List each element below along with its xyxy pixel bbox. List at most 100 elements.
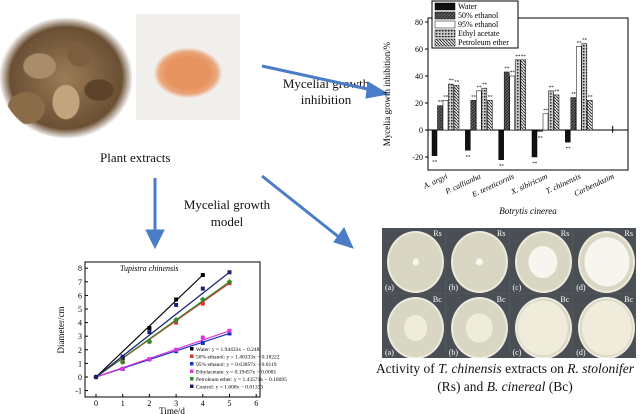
model-label: Mycelial growth model [183,197,271,229]
data-point [200,341,205,345]
x-tick-label: 2 [147,399,151,408]
bar--ethanol [570,97,577,131]
petri-dish-bc-3: Bc (d) [573,293,636,358]
x-tick-label: 0 [94,399,98,408]
fungal-colony [581,299,632,356]
series-line [95,330,230,378]
bar--ethanol [476,90,482,131]
significance-mark: ** [449,79,455,84]
dish [514,231,572,293]
pathogen-code: Bc [624,294,633,304]
caption-text: Activity of [375,361,439,376]
pathogen-code: Rs [560,229,570,238]
significance-mark: ** [438,101,444,106]
legend-label: 50% ethanol [458,11,499,20]
extract-powder-photo [136,14,240,120]
fungal-colony [476,258,483,266]
legend-entry: 50% ethanol: y = 1.40333x − 0.18222 [196,355,280,361]
petri-dish-bc-0: Bc (a) [382,293,445,358]
significance-mark: ** [504,67,510,72]
x-axis-label: Time/d [159,406,185,414]
significance-mark: ** [554,90,560,95]
legend-marker [190,384,194,388]
legend-swatch [434,29,456,38]
dish [578,296,636,358]
significance-mark: ** [549,86,555,91]
x-tick-label: 1 [121,399,125,408]
caption-species: R. stolonifer [567,361,635,376]
data-point [200,286,205,291]
dish [450,296,508,358]
petri-dish-rs-2: Rs (c) [509,228,573,293]
legend-entry: Water: y = 1.94433x − 0.248 [196,347,260,353]
caption-text: extracts on [501,361,568,376]
significance-mark: ** [582,39,588,44]
legend-marker [190,362,194,366]
data-point [174,302,179,307]
fungal-colony [412,258,419,266]
legend-marker [190,347,194,351]
legend-entry: Control: y = 1.608x − 0.01333 [196,385,263,391]
legend-marker [190,369,194,373]
legend-marker [190,377,194,381]
panel-label: (a) [385,282,394,292]
bar-water [431,129,438,156]
series-line [95,271,230,378]
legend-marker [190,354,194,358]
legend-entry: Petroleum ether: y = 1.43571x − 0.18095 [196,377,287,383]
plant-extracts-label: Plant extracts [100,150,171,165]
arrowhead-icon [333,227,354,249]
significance-mark: ** [571,93,577,98]
y-tick-label: 8 [78,264,82,273]
data-point [174,347,179,352]
pathogen-code: Bc [560,294,570,304]
panel-label: (c) [512,282,522,292]
significance-mark: ** [566,147,572,152]
y-tick-label: 80 [415,18,423,27]
petri-dish-rs-0: Rs (a) [382,228,445,293]
significance-mark: ** [543,109,549,114]
bar-petroleum-ether [553,94,560,131]
x-tick-label: 3 [174,399,178,408]
bar-petroleum-ether [487,100,493,131]
data-point [200,335,205,340]
legend-swatch [434,20,456,29]
petri-dish-bc-2: Bc (c) [509,293,573,358]
bar-petroleum-ether [520,59,526,131]
y-tick-label: -20 [412,153,423,162]
pathogen-code: Rs [624,229,633,238]
dish [578,231,636,293]
bar--ethanol [576,46,582,131]
petri-dish-rs-1: Rs (b) [445,228,509,293]
bar--ethanol [503,71,510,131]
panel-label: (c) [512,348,522,357]
significance-mark: ** [532,162,538,167]
series-line [95,274,204,378]
data-point [199,296,206,303]
bar-water [531,129,538,158]
y-axis-label: Mycelia growth inhibition/% [382,41,392,146]
panel-label: (a) [385,348,394,357]
plot-frame [427,17,629,171]
bar-ethyl-acetate [581,43,588,131]
bar--ethanol [537,129,543,132]
y-tick-label: 60 [415,45,423,54]
y-tick-label: 3 [78,332,82,341]
y-tick-label: 1 [78,359,82,368]
legend-label: Petroleum ether [458,38,509,47]
significance-mark: ** [454,80,460,85]
plot-frame [84,261,261,398]
significance-mark: ** [515,55,521,60]
legend-label: Ethyl acetate [458,29,500,38]
y-tick-label: 4 [78,319,82,328]
pathogen-code: Rs [497,229,506,238]
data-point [227,270,232,275]
data-point [147,357,152,362]
bar-water [565,129,571,143]
inhibition-bar-chart: -20 0 20 40 60 80 Mycelia growth inhibition/% *… [382,0,629,216]
x-tick-label: 5 [228,399,232,408]
series-line [95,281,230,378]
inhibition-label: Mycelial growth inhibition [282,76,370,107]
caption-text: (Bc) [545,379,573,394]
